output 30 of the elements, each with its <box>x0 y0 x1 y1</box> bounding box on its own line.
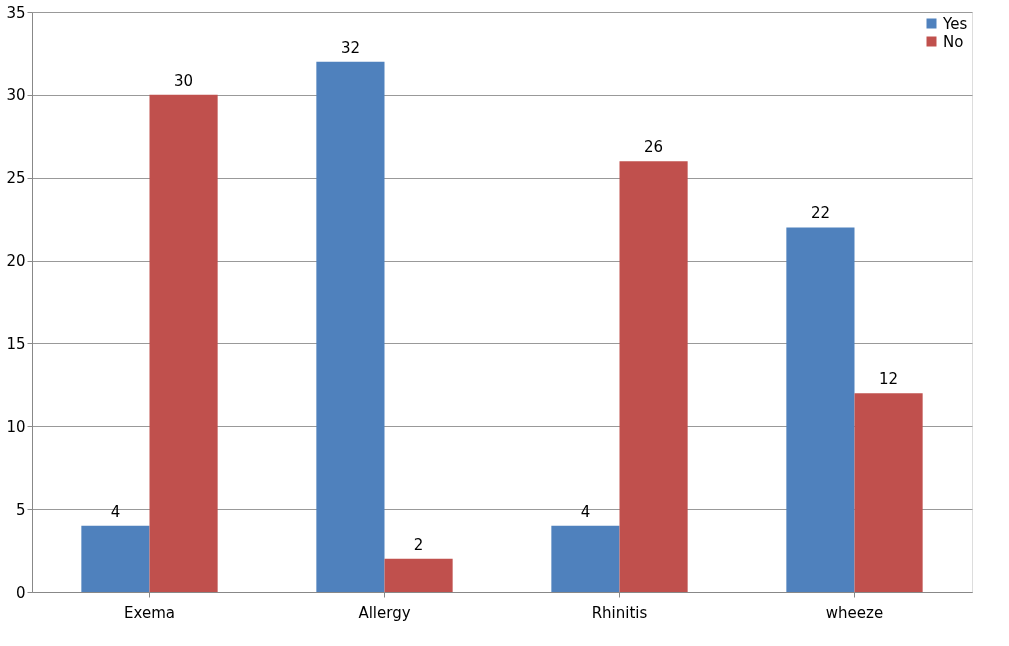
data-label: 4 <box>580 502 591 521</box>
data-label: 22 <box>810 204 830 223</box>
y-tick-label: 25 <box>6 169 26 188</box>
bar <box>81 525 150 592</box>
y-tick-label: 15 <box>6 334 26 353</box>
y-tick-label: 10 <box>6 417 26 436</box>
bar <box>384 558 453 592</box>
bar <box>854 393 923 592</box>
data-label: 30 <box>174 71 194 90</box>
data-label: 32 <box>340 38 360 57</box>
y-tick-label: 20 <box>6 252 26 271</box>
bar <box>316 61 385 592</box>
legend-label: Yes <box>942 14 968 33</box>
data-label: 2 <box>413 535 424 554</box>
y-tick-label: 30 <box>6 86 26 105</box>
x-tick-label: wheeze <box>825 603 884 622</box>
bar <box>786 227 855 592</box>
y-tick-label: 0 <box>15 583 26 602</box>
x-tick-label: Exema <box>124 603 175 622</box>
bar <box>619 161 688 592</box>
x-tick-label: Allergy <box>358 603 411 622</box>
data-label: 12 <box>879 370 899 389</box>
x-tick-label: Rhinitis <box>591 603 648 622</box>
bar <box>149 94 218 592</box>
y-tick-label: 35 <box>6 3 26 22</box>
data-label: 4 <box>110 502 121 521</box>
legend-label: No <box>943 32 964 51</box>
data-label: 26 <box>644 138 664 157</box>
y-tick-label: 5 <box>15 500 26 519</box>
bar <box>551 525 620 592</box>
